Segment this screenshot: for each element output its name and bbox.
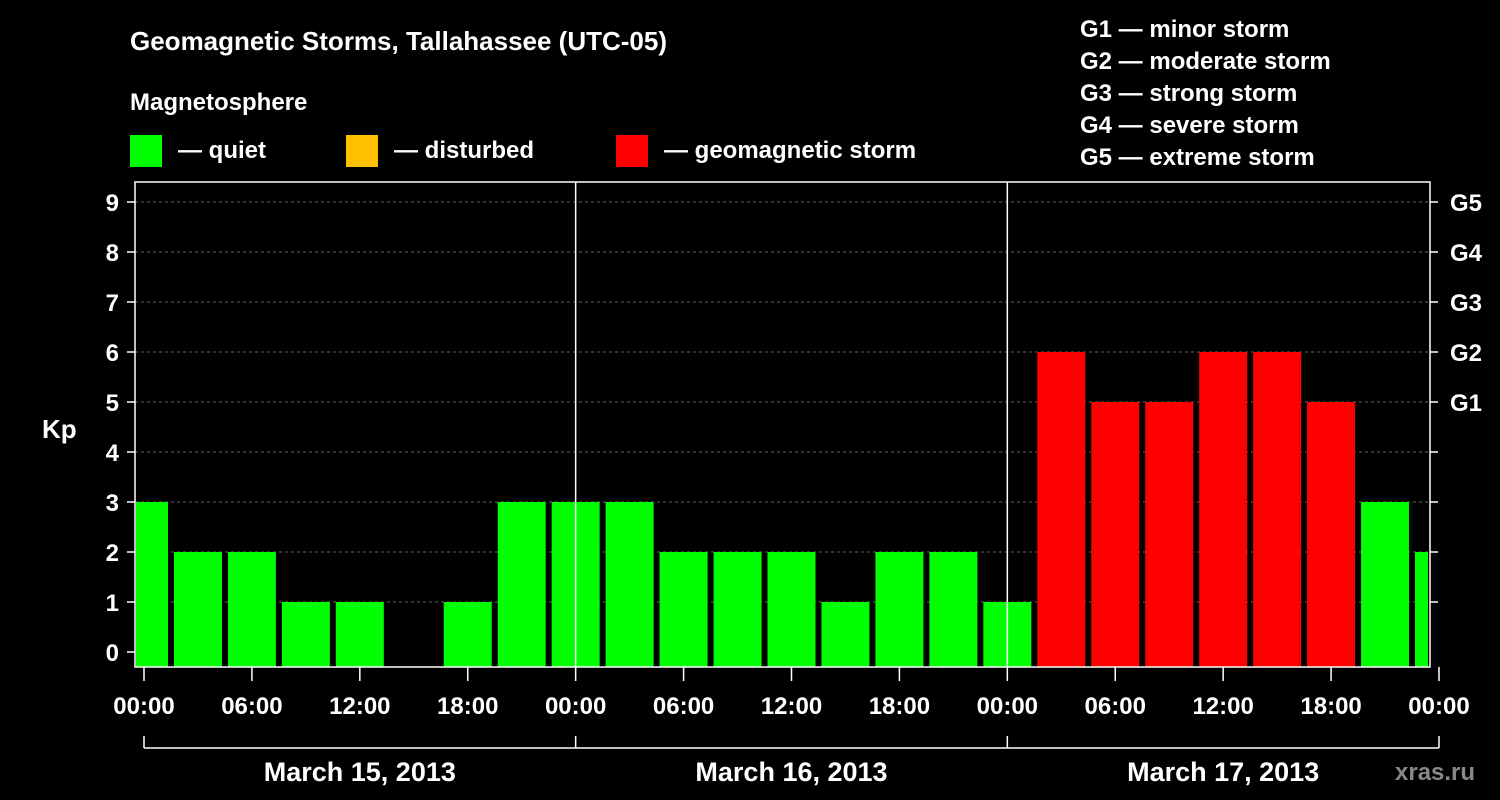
plot-frame <box>134 181 1431 668</box>
legend-disturbed-label: — disturbed <box>394 137 534 164</box>
storm-level-g1: G1 — minor storm <box>1080 16 1289 43</box>
x-tick-label: 00:00 <box>1408 693 1469 720</box>
y-tick-label: 2 <box>106 540 119 567</box>
g-scale-label: G4 <box>1450 240 1483 267</box>
g-scale-label: G3 <box>1450 290 1482 317</box>
y-tick-label: 7 <box>106 290 119 317</box>
kp-bar <box>1091 402 1140 667</box>
kp-bar <box>1253 352 1302 667</box>
x-tick-label: 00:00 <box>545 693 606 720</box>
legend-storm-swatch <box>616 135 648 167</box>
bars <box>136 352 1428 667</box>
kp-bar <box>497 502 546 667</box>
legend-quiet-label: — quiet <box>178 137 266 164</box>
kp-bar <box>929 552 978 667</box>
kp-bar <box>1145 402 1194 667</box>
y-tick-label: 6 <box>106 340 119 367</box>
kp-bar <box>136 502 168 667</box>
watermark: xras.ru <box>1395 759 1475 786</box>
x-tick-label: 00:00 <box>977 693 1038 720</box>
y-tick-label: 3 <box>106 490 119 517</box>
y-tick-label: 4 <box>106 440 120 467</box>
kp-bar <box>713 552 762 667</box>
kp-bar <box>281 602 330 667</box>
axes <box>127 181 1440 749</box>
x-tick-label: 18:00 <box>437 693 498 720</box>
y-tick-label: 0 <box>106 640 119 667</box>
x-tick-label: 06:00 <box>653 693 714 720</box>
storm-level-g5: G5 — extreme storm <box>1080 144 1315 171</box>
x-tick-label: 12:00 <box>1192 693 1253 720</box>
y-axis-label: Kp <box>42 414 77 444</box>
x-tick-label: 00:00 <box>113 693 174 720</box>
legend-quiet: — quiet <box>130 135 266 167</box>
x-tick-label: 18:00 <box>869 693 930 720</box>
date-label: March 16, 2013 <box>695 757 887 787</box>
kp-bar <box>1307 402 1356 667</box>
tick-labels: 0 1 2 3 4 5 6 7 8 9 G1 G2 G3 G4 G5 00:00 06:00 12:00 18:00… <box>106 190 1483 787</box>
g-scale-label: G1 <box>1450 390 1482 417</box>
kp-bar <box>605 502 654 667</box>
kp-bar <box>1037 352 1086 667</box>
legend-heading: Magnetosphere <box>130 89 307 116</box>
x-tick-label: 06:00 <box>1085 693 1146 720</box>
x-tick-label: 12:00 <box>329 693 390 720</box>
legend-disturbed-swatch <box>346 135 378 167</box>
date-label: March 17, 2013 <box>1127 757 1319 787</box>
x-tick-label: 06:00 <box>221 693 282 720</box>
y-tick-label: 5 <box>106 390 119 417</box>
legend-storm: — geomagnetic storm <box>616 135 916 167</box>
storm-level-legend: G1 — minor storm G2 — moderate storm G3 … <box>1080 16 1331 171</box>
y-tick-label: 1 <box>106 590 119 617</box>
y-tick-label: 8 <box>106 240 119 267</box>
g-scale-label: G5 <box>1450 190 1482 217</box>
x-tick-label: 18:00 <box>1300 693 1361 720</box>
x-tick-label: 12:00 <box>761 693 822 720</box>
kp-bar <box>1199 352 1248 667</box>
y-tick-label: 9 <box>106 190 119 217</box>
storm-level-g4: G4 — severe storm <box>1080 112 1299 139</box>
kp-bar <box>821 602 870 667</box>
kp-bar <box>659 552 708 667</box>
kp-bar <box>875 552 924 667</box>
kp-bar <box>1361 502 1410 667</box>
legend-disturbed: — disturbed <box>346 135 534 167</box>
kp-bar <box>443 602 492 667</box>
legend-quiet-swatch <box>130 135 162 167</box>
kp-bar <box>227 552 276 667</box>
kp-bar <box>767 552 816 667</box>
kp-bar <box>173 552 222 667</box>
storm-level-g2: G2 — moderate storm <box>1080 48 1331 75</box>
g-scale-label: G2 <box>1450 340 1482 367</box>
kp-bar <box>335 602 384 667</box>
legend-storm-label: — geomagnetic storm <box>664 137 916 164</box>
kp-bar <box>1415 552 1428 667</box>
chart-title: Geomagnetic Storms, Tallahassee (UTC-05) <box>130 26 667 56</box>
storm-level-g3: G3 — strong storm <box>1080 80 1297 107</box>
date-label: March 15, 2013 <box>264 757 456 787</box>
